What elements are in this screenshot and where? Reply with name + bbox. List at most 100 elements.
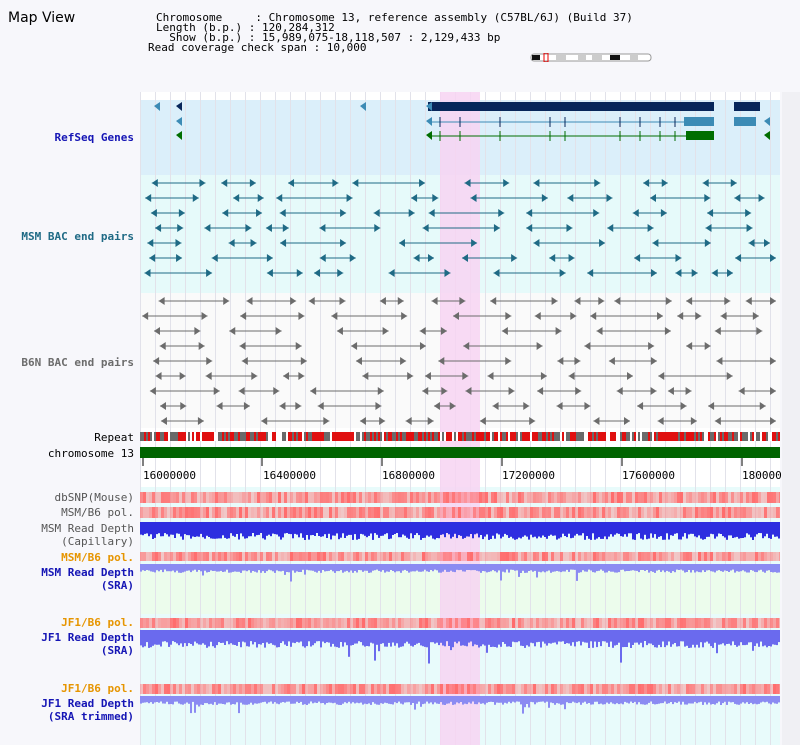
msm-pol-cell [632, 507, 635, 518]
b6n-bac-end-pairs-label[interactable]: B6N BAC end pairs [21, 356, 134, 369]
repeat-segment [756, 432, 758, 441]
capillary-depth-bar [372, 522, 374, 540]
msm-pol-cell [272, 507, 275, 518]
jf1-sra-depth-bar [460, 630, 462, 646]
jf1-pol2-cell [368, 684, 371, 694]
jf1-sra-depth-bar [172, 630, 174, 642]
capillary-depth-bar [618, 522, 620, 534]
msm-sra-depth-bar [762, 564, 764, 572]
jf1-sra-depth-bar [164, 630, 166, 642]
msm-pair-arrow-icon [388, 269, 395, 277]
repeat-segment [346, 432, 348, 441]
msm-pol-cell [167, 507, 170, 518]
jf1-trim-depth-bar [414, 696, 416, 710]
msm-sra-depth-bar [560, 564, 562, 573]
repeat-segment [566, 432, 568, 441]
msm-bac-end-pairs-label[interactable]: MSM BAC end pairs [21, 230, 134, 243]
msm-sra-depth-bar [778, 564, 780, 573]
capillary-depth-bar [624, 522, 626, 535]
jf1-pol2-cell [392, 684, 395, 694]
capillary-depth-bar [206, 522, 208, 536]
repeat-segment [688, 432, 690, 441]
track-panel[interactable] [140, 92, 780, 745]
jf1-pol-cell [164, 618, 167, 628]
capillary-depth-bar [598, 522, 600, 538]
snp-cell [551, 492, 554, 503]
msm-sra-depth-bar [246, 564, 248, 572]
jf1-pol-cell [740, 618, 743, 628]
b6n-pair-arrow-icon [355, 357, 362, 365]
snp-cell [767, 492, 770, 503]
capillary-depth-bar [424, 522, 426, 538]
msm-sra-depth-bar [452, 564, 454, 572]
msm-pair-arrow-icon [419, 179, 426, 187]
jf1-sra-depth-bar [154, 630, 156, 645]
jf1-pol-cell [236, 618, 239, 628]
capillary-depth-bar [394, 522, 396, 534]
jf1-pol-cell [434, 618, 437, 628]
capillary-depth-bar [588, 522, 590, 539]
repeat-segment [394, 432, 396, 441]
repeat-segment [276, 432, 278, 441]
msm-pair-arrow-icon [702, 179, 709, 187]
jf1-trim-depth-bar [274, 696, 276, 703]
repeat-segment [180, 432, 182, 441]
msm-pol2-cell [446, 552, 449, 561]
jf1-trim-depth-bar [326, 696, 328, 703]
msm-sra-depth-bar [500, 564, 502, 581]
repeat-segment [216, 432, 218, 441]
capillary-depth-bar [594, 522, 596, 540]
jf1-sra-depth-bar [356, 630, 358, 644]
jf1-sra-depth-bar [382, 630, 384, 644]
repeat-segment [694, 432, 696, 441]
msm-pair-arrow-icon [398, 239, 405, 247]
jf1-pol2-cell [659, 684, 662, 694]
jf1-pol2-cell [266, 684, 269, 694]
jf1-sra-depth-bar [526, 630, 528, 646]
snp-cell [665, 492, 668, 503]
jf1-pol-cell [266, 618, 269, 628]
jf1-sra-depth-bar [694, 630, 696, 648]
repeat-segment [204, 432, 206, 441]
jf1-trim-depth-bar [618, 696, 620, 705]
snp-cell [509, 492, 512, 503]
b6n-pair-arrow-icon [283, 372, 290, 380]
msm-sra-depth-bar [696, 564, 698, 572]
jf1-pol2-cell [689, 684, 692, 694]
repeat-segment [430, 432, 432, 441]
jf1-trim-depth-bar [176, 696, 178, 702]
chromosome-ideogram[interactable] [530, 53, 652, 62]
snp-cell [266, 492, 269, 503]
jf1-pol2-cell [254, 684, 257, 694]
capillary-depth-bar [274, 522, 276, 535]
msm-pol-cell [194, 507, 197, 518]
msm-sra-depth-bar [172, 564, 174, 571]
msm-sra-depth-bar [734, 564, 736, 573]
capillary-depth-bar [526, 522, 528, 537]
capillary-depth-bar [566, 522, 568, 538]
repeat-segment [760, 432, 762, 441]
capillary-depth-bar [308, 522, 310, 540]
msm-pol2-cell [599, 552, 602, 561]
capillary-depth-bar [438, 522, 440, 539]
jf1-pol2-cell [653, 684, 656, 694]
msm-sra-depth-bar [292, 564, 294, 571]
jf1-pol-cell [659, 618, 662, 628]
msm-sra-depth-bar [688, 564, 690, 570]
jf1-sra-depth-bar [528, 630, 530, 647]
msm-pol2-cell [638, 552, 641, 561]
jf1-pol2-cell [248, 684, 251, 694]
repeat-segment [578, 432, 580, 441]
jf1-pol2-cell [362, 684, 365, 694]
jf1-pol-cell [242, 618, 245, 628]
jf1-pol-cell [548, 618, 551, 628]
jf1-sra-depth-bar [446, 630, 448, 642]
jf1-trim-depth-bar [614, 696, 616, 705]
repeat-segment [732, 432, 734, 441]
snp-cell [416, 492, 419, 503]
repeat-segment [194, 432, 196, 441]
msm-pair-arrow-icon [352, 179, 359, 187]
jf1-pol-cell [260, 618, 263, 628]
refseq-genes-label[interactable]: RefSeq Genes [54, 131, 134, 144]
msm-pol2-cell [776, 552, 779, 561]
